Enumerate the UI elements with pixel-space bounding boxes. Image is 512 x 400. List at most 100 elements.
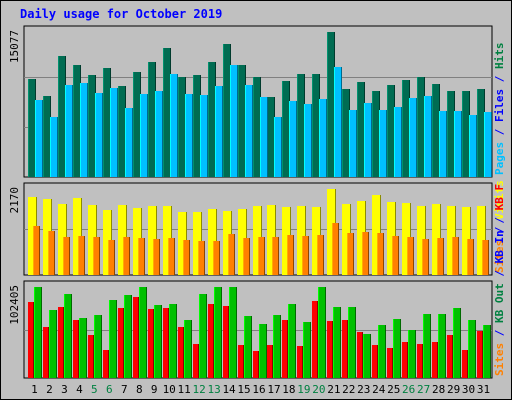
bar-files-day-12-hilite	[200, 95, 201, 177]
bar-kb-out-day-31-hilite	[483, 325, 484, 378]
bar-files-day-16	[260, 97, 268, 177]
bar-kb-out-day-15	[244, 316, 252, 378]
x-tick-day-14: 14	[222, 383, 236, 396]
bar-hits-day-2-hilite	[43, 96, 44, 177]
bar-kb-f-day-2-shadow	[48, 327, 49, 378]
bar-hits-day-28	[432, 84, 440, 177]
bar-files-day-28	[439, 111, 447, 177]
bar-kb-out-day-16-hilite	[259, 324, 260, 378]
bar-kb-out-day-2-shadow	[56, 310, 57, 378]
x-tick-day-13: 13	[207, 383, 220, 396]
bar-sites-day-8-shadow	[144, 238, 145, 275]
bar-sites-day-12-shadow	[204, 241, 205, 275]
bar-files-day-24-shadow	[386, 110, 387, 177]
bar-visits-day-4	[73, 198, 82, 275]
bar-hits-day-11-hilite	[178, 77, 179, 177]
bar-kb-f-day-15-shadow	[243, 345, 244, 378]
bar-files-day-30-shadow	[476, 115, 477, 177]
bar-files-day-29	[454, 111, 462, 177]
bar-hits-day-30-hilite	[462, 91, 463, 177]
bar-sites-day-30	[467, 239, 474, 275]
bar-files-day-29-shadow	[461, 111, 462, 177]
bar-sites-day-16-shadow	[264, 237, 265, 275]
bar-kb-out-day-12	[199, 294, 207, 378]
bar-kb-f-day-18-shadow	[287, 320, 288, 378]
bar-visits-day-28	[432, 204, 441, 275]
bar-kb-out-day-9-hilite	[154, 305, 155, 378]
bar-kb-f-day-26	[402, 342, 408, 378]
bar-kb-f-day-28-hilite	[432, 342, 433, 378]
bar-hits-day-9	[148, 62, 156, 177]
bar-kb-f-day-19	[297, 346, 303, 378]
bar-hits-day-12-hilite	[193, 75, 194, 177]
bar-kb-f-day-16	[253, 351, 259, 378]
bar-kb-out-day-29	[453, 308, 461, 378]
bar-files-day-3-hilite	[65, 85, 66, 177]
bar-visits-day-3	[58, 204, 67, 275]
bar-sites-day-12	[198, 241, 205, 275]
bar-files-day-9-hilite	[155, 91, 156, 177]
x-tick-day-24: 24	[372, 383, 386, 396]
panel-3-legend: Sites / KB Out / KB In / KB F	[493, 184, 506, 376]
legend--: /	[493, 226, 506, 240]
legend-pages: Pages	[493, 142, 506, 175]
panel-2-legend: Sites / Visits	[493, 180, 506, 273]
bar-visits-day-4-hilite	[73, 198, 74, 275]
bar-hits-day-18	[282, 81, 290, 177]
bar-kb-f-day-19-shadow	[302, 346, 303, 378]
bar-visits-day-22	[342, 204, 351, 275]
bar-hits-day-5	[88, 75, 96, 177]
bar-sites-day-3-hilite	[63, 237, 64, 275]
legend-hits: Hits	[493, 43, 506, 76]
bar-visits-day-19	[297, 206, 306, 275]
bar-hits-day-14-hilite	[223, 44, 224, 177]
bar-visits-day-3-hilite	[58, 204, 59, 275]
bar-kb-out-day-28	[438, 314, 446, 378]
bar-visits-day-25	[387, 202, 396, 275]
bar-kb-out-day-24-shadow	[385, 325, 386, 378]
bar-kb-f-day-29	[447, 335, 453, 378]
x-tick-day-29: 29	[447, 383, 460, 396]
bar-hits-day-23-hilite	[357, 82, 358, 177]
bar-kb-f-day-24	[372, 345, 378, 378]
bar-sites-day-5-hilite	[93, 237, 94, 275]
bar-files-day-14-shadow	[237, 65, 238, 177]
x-tick-day-18: 18	[282, 383, 295, 396]
bar-kb-out-day-30	[468, 320, 476, 378]
bar-sites-day-6-hilite	[108, 240, 109, 275]
bar-kb-out-day-8-shadow	[146, 287, 147, 378]
bar-kb-f-day-2-hilite	[43, 327, 44, 378]
bar-visits-day-6-hilite	[103, 210, 104, 275]
bar-sites-day-10-hilite	[168, 238, 169, 275]
bar-kb-out-day-30-hilite	[468, 320, 469, 378]
x-tick-day-5: 5	[91, 383, 98, 396]
bar-visits-day-28-hilite	[432, 204, 433, 275]
bar-kb-f-day-18	[282, 320, 288, 378]
bar-visits-day-16-hilite	[253, 206, 254, 275]
bar-files-day-7	[125, 108, 133, 177]
bar-files-day-16-hilite	[260, 97, 261, 177]
bar-files-day-12-shadow	[207, 95, 208, 177]
x-tick-day-31: 31	[477, 383, 490, 396]
bar-hits-day-24-hilite	[372, 91, 373, 177]
bar-kb-out-day-18	[288, 304, 296, 378]
bar-files-day-22-shadow	[356, 110, 357, 177]
bar-kb-out-day-25	[393, 319, 401, 378]
bar-files-day-1	[35, 100, 43, 177]
bar-files-day-29-hilite	[454, 111, 455, 177]
bar-hits-day-21-hilite	[327, 32, 328, 177]
x-tick-day-8: 8	[136, 383, 143, 396]
bar-visits-day-17-hilite	[267, 205, 268, 275]
bar-kb-out-day-23-hilite	[363, 334, 364, 378]
bar-visits-day-10-hilite	[163, 206, 164, 275]
bar-files-day-7-shadow	[132, 108, 133, 177]
bar-hits-day-8-hilite	[133, 72, 134, 177]
bar-kb-out-day-24	[378, 325, 386, 378]
bar-visits-day-11-hilite	[178, 212, 179, 275]
bar-kb-f-day-14-shadow	[228, 306, 229, 378]
bar-sites-day-26	[407, 237, 414, 275]
bar-hits-day-9-hilite	[148, 62, 149, 177]
bar-sites-day-19-hilite	[302, 236, 303, 275]
bar-kb-out-day-22-shadow	[355, 307, 356, 378]
bar-kb-f-day-7-hilite	[118, 308, 119, 378]
